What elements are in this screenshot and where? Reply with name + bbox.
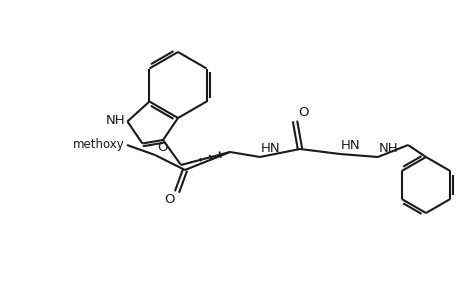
Text: O: O bbox=[297, 106, 308, 119]
Text: HN: HN bbox=[260, 142, 280, 155]
Text: HN: HN bbox=[340, 139, 360, 152]
Text: O: O bbox=[157, 141, 167, 154]
Text: NH: NH bbox=[378, 142, 398, 155]
Text: methoxy: methoxy bbox=[73, 137, 125, 151]
Text: O: O bbox=[164, 193, 174, 206]
Text: NH: NH bbox=[106, 114, 125, 127]
